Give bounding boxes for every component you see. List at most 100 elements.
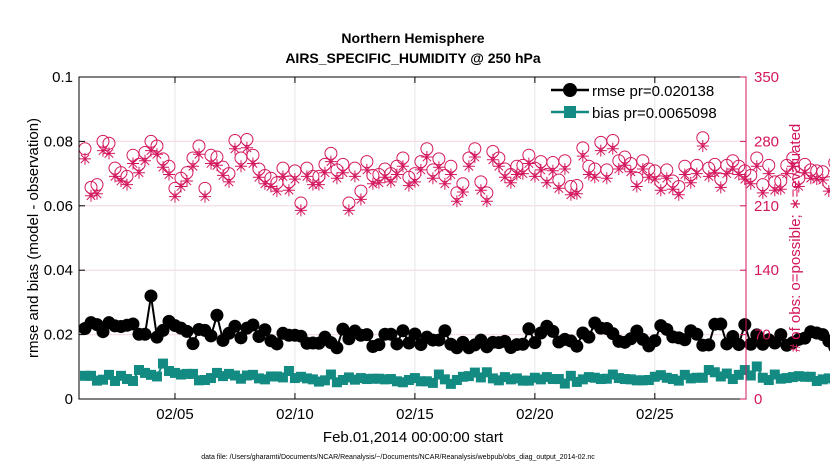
obs-evaluated-point [193,148,205,161]
bias-point [139,367,150,378]
ticks: 02/05 02/10 02/15 02/20 02/25 0 0.02 0.04 0.06 0.… [44,69,779,423]
obs-evaluated-point [636,163,649,175]
rmse-point [330,341,344,355]
bias-point [571,376,582,387]
bias-point [805,371,816,382]
bias-point [685,373,696,384]
obs-evaluated-point [354,193,367,206]
bias-point [91,375,102,386]
obs-evaluated-point [678,168,691,181]
obs-evaluated-point [348,170,361,183]
obs-evaluated-point [750,160,763,173]
obs-evaluated-point [288,173,301,186]
bias-point [169,367,180,378]
obs-evaluated-point [822,185,830,198]
obs-evaluated-point [642,171,655,184]
rmse-point [432,333,446,347]
obs-evaluated-point [264,180,277,193]
obs-evaluated-point [318,166,331,179]
bias-point [151,371,162,382]
obs-evaluated-point [420,151,433,163]
obs-evaluated-point [360,163,373,176]
bias-point [655,370,666,381]
bias-point [661,372,672,383]
rmse-point [690,327,704,341]
obs-evaluated-point [282,184,295,197]
rmse-point [144,289,158,303]
rmse-point [336,322,350,336]
obs-evaluated-point [570,187,583,200]
bias-point [535,374,546,385]
legend-bias-label: bias pr=0.0065098 [592,105,717,122]
bias-point [277,372,288,383]
bias-point [553,374,564,385]
obs-evaluated-point [115,175,127,187]
obs-evaluated-point [342,204,355,217]
obs-evaluated-point [672,188,685,201]
bias-point [817,374,828,385]
obs-evaluated-point [510,168,523,181]
y2-tick-label: 70 [754,327,771,344]
obs-evaluated-point [684,176,697,189]
bias-point [349,374,360,385]
bias-point [127,375,138,386]
obs-evaluated-point [127,157,139,170]
obs-evaluated-point [408,175,421,188]
bias-point [709,367,720,378]
obs-evaluated-point [91,187,103,200]
bias-point [691,372,702,383]
rmse-point [702,338,716,352]
obs-evaluated-point [372,176,385,189]
obs-evaluated-point [157,161,169,174]
y2-tick-label: 280 [754,133,779,150]
bias-point [205,373,216,384]
bias-point [385,374,396,385]
bias-point [433,369,444,380]
bias-point [619,374,630,385]
bias-point [625,374,636,385]
rmse-point [270,337,284,351]
bias-point [703,365,714,376]
obs-evaluated-point [366,177,379,190]
bias-point [751,361,762,372]
rmse-point [360,328,374,342]
obs-evaluated-point [552,182,565,195]
obs-evaluated-point [121,178,133,191]
bias-point [547,374,558,385]
obs-evaluated-point [588,171,601,184]
obs-evaluated-point [624,165,637,178]
rmse-point [774,328,788,342]
obs-evaluated-point [270,185,283,198]
obs-evaluated-point [462,160,475,173]
obs-evaluated-point [324,155,337,168]
obs-evaluated-point [133,166,145,179]
bias-point [481,367,492,378]
rmse-point [582,330,596,344]
rmse-point [714,317,728,331]
bias-point [379,374,390,385]
bias-point [733,369,744,380]
bias-point [115,370,126,381]
y2-tick-label: 210 [754,198,779,215]
bias-point [595,374,606,385]
chart-subtitle: AIRS_SPECIFIC_HUMIDITY @ 250 hPa [285,50,541,66]
bias-point [451,375,462,386]
obs-evaluated-point [294,204,307,217]
bias-point [673,375,684,386]
bias-point [589,372,600,383]
bias-point [121,374,132,385]
bias-point [259,374,270,385]
obs-evaluated-point [768,184,781,197]
rmse-point [228,319,242,333]
obs-evaluated-point [145,144,157,157]
obs-evaluated-point [594,144,607,157]
obs-possible-point [828,158,830,167]
obs-evaluated-point [426,172,439,185]
bias-point [85,370,96,381]
bias-point [439,374,450,385]
obs-evaluated-point [816,174,829,186]
bias-point [739,365,750,376]
obs-evaluated-point [630,180,643,193]
legend-bias-marker [564,106,576,118]
obs-evaluated-point [211,159,223,172]
